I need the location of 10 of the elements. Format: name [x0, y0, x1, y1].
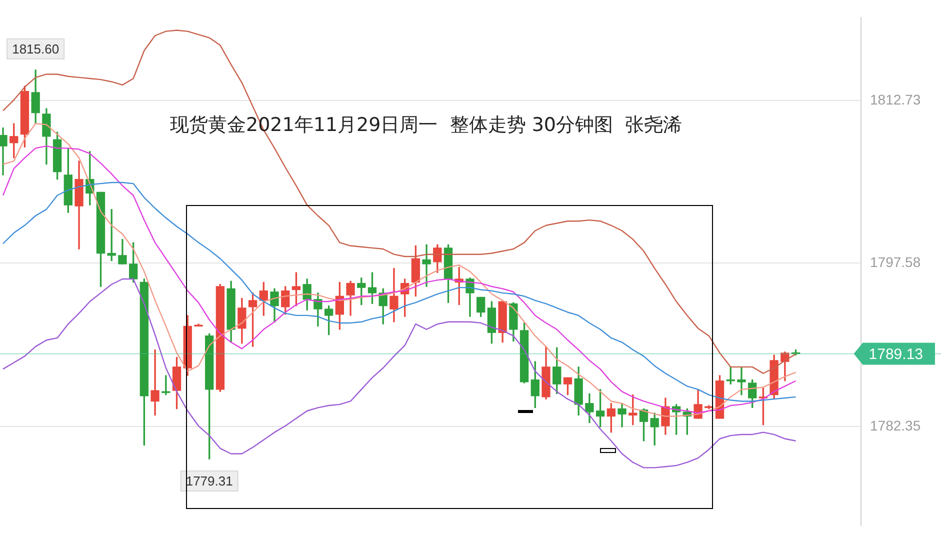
y-tick-label: 1797.58 [870, 254, 921, 270]
ref-line-label: 1789.13 [868, 346, 924, 363]
y-tick-label: 1782.35 [870, 417, 921, 434]
annotation: 1779.31 [186, 474, 233, 489]
candlestick [0, 128, 8, 176]
y-tick-label: 1812.73 [870, 92, 921, 108]
candlestick [422, 244, 431, 287]
candlestick [737, 366, 746, 396]
annotation: 1815.60 [12, 42, 60, 57]
candlestick [150, 349, 160, 416]
